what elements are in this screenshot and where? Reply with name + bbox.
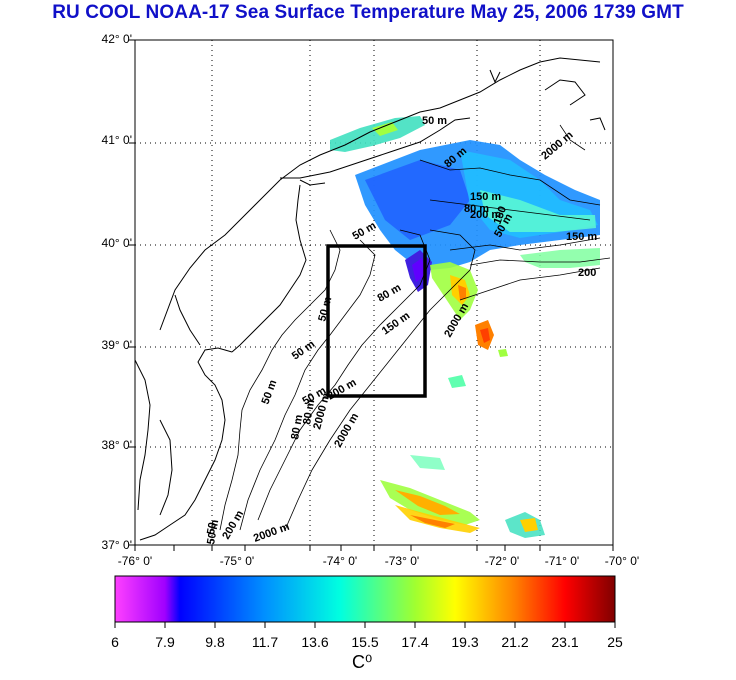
lat-label-41: 41° 0'	[101, 133, 132, 147]
tick-marks	[129, 39, 614, 551]
contour-label: 80 m	[301, 399, 317, 426]
map-title: RU COOL NOAA-17 Sea Surface Temperature …	[52, 2, 684, 23]
sst-overlay	[330, 116, 600, 538]
lat-label-40: 40° 0'	[101, 236, 132, 250]
contour-label: 150	[492, 205, 510, 226]
colorbar	[114, 575, 616, 623]
lon-label-73: -73° 0'	[384, 554, 420, 568]
lon-label-71: -71° 0'	[544, 554, 580, 568]
contour-label: 80 m	[464, 203, 489, 215]
lon-label-72: -72° 0'	[484, 554, 520, 568]
lat-label-37: 37° 0'	[101, 538, 132, 552]
study-box	[326, 244, 427, 398]
grid-lines	[135, 40, 613, 545]
lon-label-76: -76° 0'	[117, 554, 153, 568]
colorbar-tick-label: 6	[111, 634, 119, 650]
colorbar-tick-label: 15.5	[351, 634, 379, 650]
contour-label: 80 m	[289, 414, 305, 441]
contour-label: 150 m	[470, 191, 501, 203]
bathymetry-contours	[219, 124, 611, 531]
contour-label: 50 m	[422, 115, 447, 127]
colorbar-tick-label: 13.6	[301, 634, 329, 650]
lon-label-75: -75° 0'	[219, 554, 255, 568]
lon-label-74: -74° 0'	[322, 554, 358, 568]
contour-label: 200 m	[470, 209, 501, 221]
colorbar-tick-label: 25	[607, 634, 623, 650]
contour-label: 200	[578, 267, 596, 279]
colorbar-tick-label: 19.3	[451, 634, 479, 650]
colorbar-tick-label: 23.1	[551, 634, 579, 650]
lon-label-70: -70° 0'	[604, 554, 640, 568]
contour-label: 150 m	[566, 231, 597, 243]
lat-label-39: 39° 0'	[101, 338, 132, 352]
colorbar-tick-label: 21.2	[501, 634, 529, 650]
coastline	[134, 57, 606, 541]
colorbar-tick-label: 9.8	[205, 634, 225, 650]
colorbar-tick-label: 17.4	[401, 634, 429, 650]
lat-label-42: 42° 0'	[101, 32, 132, 46]
lat-label-38: 38° 0'	[101, 438, 132, 452]
colorbar-tick-label: 7.9	[155, 634, 175, 650]
colorbar-unit-label: C⁰	[352, 652, 373, 672]
contour-label: 50	[205, 521, 219, 535]
colorbar-tick-label: 11.7	[251, 634, 279, 650]
colorbar-ticks	[114, 622, 616, 628]
contour-label: 50 m	[205, 519, 221, 546]
